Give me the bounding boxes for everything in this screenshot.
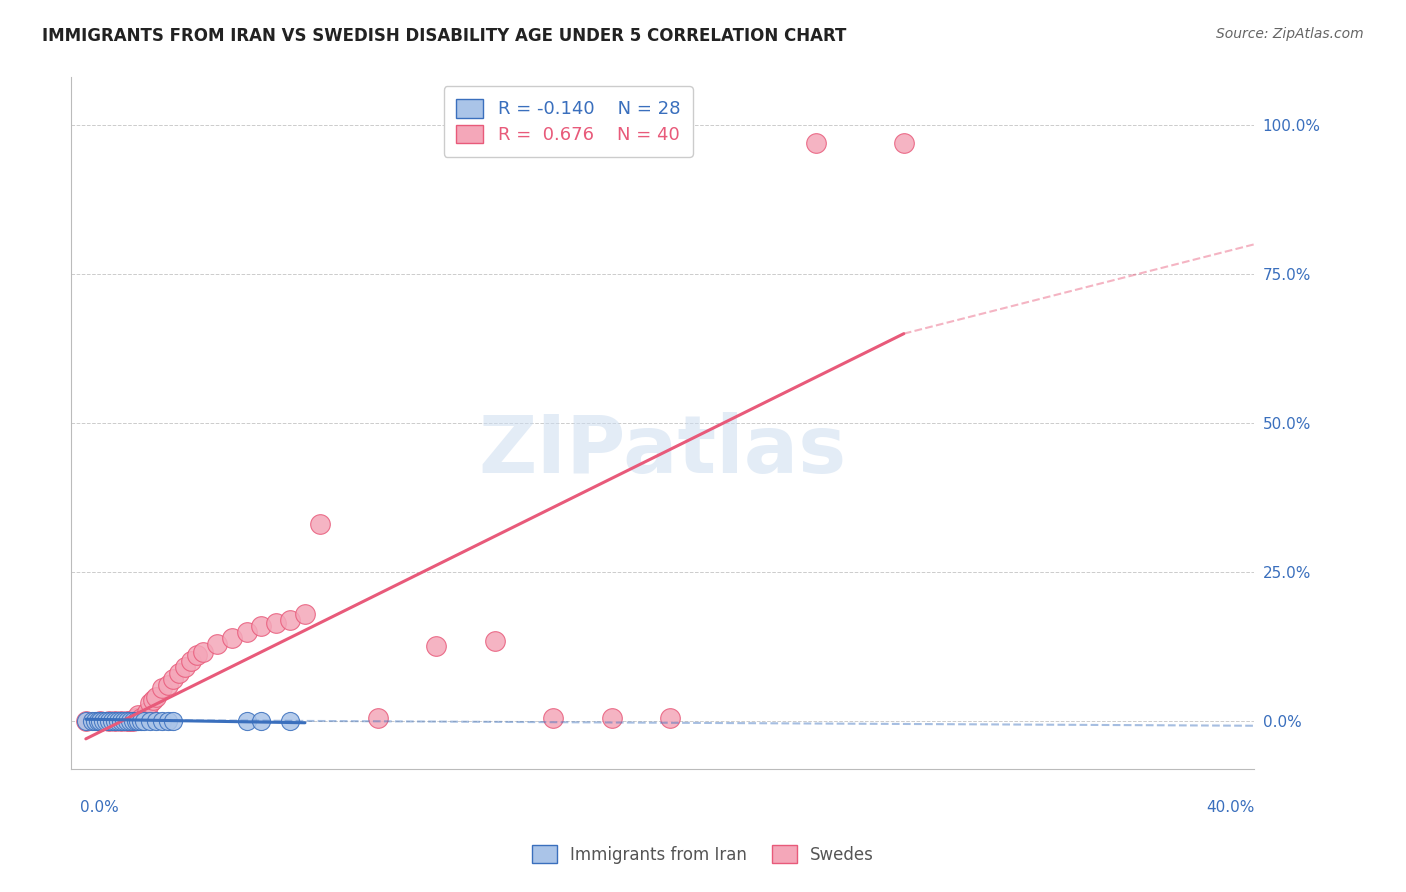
Point xyxy=(191,645,214,659)
Point xyxy=(541,711,564,725)
Point xyxy=(124,711,146,725)
Point xyxy=(101,714,124,728)
Point xyxy=(89,714,111,728)
Point xyxy=(278,714,301,728)
Point xyxy=(367,711,389,725)
Point xyxy=(264,615,287,630)
Point xyxy=(121,714,143,728)
Point xyxy=(118,714,141,728)
Point xyxy=(75,714,97,728)
Point xyxy=(169,666,191,681)
Point xyxy=(93,714,115,728)
Point xyxy=(107,714,129,728)
Point xyxy=(207,636,229,650)
Point xyxy=(139,696,162,710)
Point xyxy=(235,714,257,728)
Point xyxy=(186,648,208,663)
Point xyxy=(89,714,111,728)
Legend: R = -0.140    N = 28, R =  0.676    N = 40: R = -0.140 N = 28, R = 0.676 N = 40 xyxy=(443,87,693,157)
Point xyxy=(131,714,153,728)
Legend: Immigrants from Iran, Swedes: Immigrants from Iran, Swedes xyxy=(524,838,882,871)
Point xyxy=(98,714,121,728)
Point xyxy=(110,714,132,728)
Point xyxy=(484,633,506,648)
Point xyxy=(127,708,149,723)
Point xyxy=(235,624,257,639)
Point xyxy=(221,631,243,645)
Point xyxy=(150,714,173,728)
Point xyxy=(659,711,682,725)
Text: Source: ZipAtlas.com: Source: ZipAtlas.com xyxy=(1216,27,1364,41)
Point xyxy=(156,714,179,728)
Point xyxy=(250,618,273,632)
Point xyxy=(139,714,162,728)
Point xyxy=(98,714,121,728)
Point xyxy=(83,714,105,728)
Point xyxy=(425,640,447,654)
Point xyxy=(145,690,167,705)
Point xyxy=(121,714,143,728)
Point xyxy=(893,136,915,150)
Point xyxy=(115,714,138,728)
Point xyxy=(127,714,149,728)
Point xyxy=(86,714,108,728)
Point xyxy=(80,714,103,728)
Point xyxy=(136,705,159,719)
Point xyxy=(104,714,127,728)
Point xyxy=(104,714,127,728)
Point xyxy=(145,714,167,728)
Point xyxy=(134,711,156,725)
Point xyxy=(174,660,197,674)
Point xyxy=(115,714,138,728)
Point xyxy=(600,711,623,725)
Point xyxy=(250,714,273,728)
Point xyxy=(124,714,146,728)
Point xyxy=(142,693,165,707)
Point xyxy=(804,136,827,150)
Point xyxy=(134,714,156,728)
Point xyxy=(308,517,330,532)
Point xyxy=(131,711,153,725)
Point xyxy=(112,714,135,728)
Point xyxy=(278,613,301,627)
Point xyxy=(162,714,184,728)
Text: ZIPatlas: ZIPatlas xyxy=(478,412,846,490)
Point xyxy=(156,678,179,692)
Text: 0.0%: 0.0% xyxy=(80,800,118,814)
Point xyxy=(75,714,97,728)
Point xyxy=(180,654,202,668)
Point xyxy=(162,673,184,687)
Text: 40.0%: 40.0% xyxy=(1206,800,1254,814)
Point xyxy=(96,714,118,728)
Point xyxy=(118,714,141,728)
Point xyxy=(150,681,173,696)
Point xyxy=(110,714,132,728)
Text: IMMIGRANTS FROM IRAN VS SWEDISH DISABILITY AGE UNDER 5 CORRELATION CHART: IMMIGRANTS FROM IRAN VS SWEDISH DISABILI… xyxy=(42,27,846,45)
Point xyxy=(294,607,316,621)
